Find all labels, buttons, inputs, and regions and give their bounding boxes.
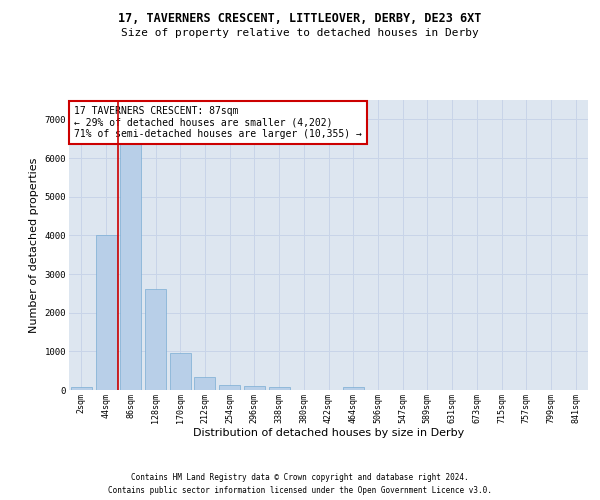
Bar	[95, 236, 116, 390]
Text: 17, TAVERNERS CRESCENT, LITTLEOVER, DERBY, DE23 6XT: 17, TAVERNERS CRESCENT, LITTLEOVER, DERB…	[118, 12, 482, 26]
Bar	[219, 386, 240, 390]
Text: Contains public sector information licensed under the Open Government Licence v3: Contains public sector information licen…	[108, 486, 492, 495]
Text: Size of property relative to detached houses in Derby: Size of property relative to detached ho…	[121, 28, 479, 38]
Y-axis label: Number of detached properties: Number of detached properties	[29, 158, 39, 332]
Bar	[343, 387, 364, 390]
Bar	[269, 387, 290, 390]
Bar	[194, 378, 215, 390]
Bar	[71, 388, 92, 390]
Bar	[120, 135, 141, 390]
Bar	[145, 290, 166, 390]
X-axis label: Distribution of detached houses by size in Derby: Distribution of detached houses by size …	[193, 428, 464, 438]
Bar	[244, 386, 265, 390]
Text: 17 TAVERNERS CRESCENT: 87sqm
← 29% of detached houses are smaller (4,202)
71% of: 17 TAVERNERS CRESCENT: 87sqm ← 29% of de…	[74, 106, 362, 139]
Bar	[170, 354, 191, 390]
Text: Contains HM Land Registry data © Crown copyright and database right 2024.: Contains HM Land Registry data © Crown c…	[131, 472, 469, 482]
